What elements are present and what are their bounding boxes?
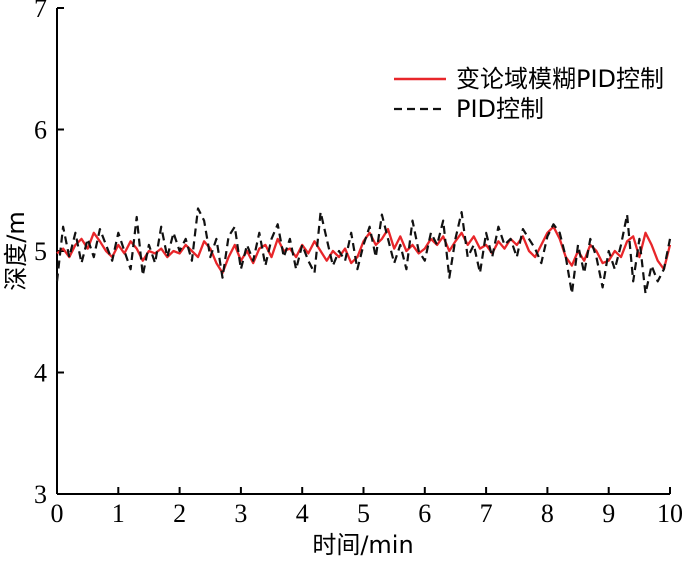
y-axis-ticks: 3 4 5 6 7: [34, 0, 64, 509]
y-tick-label: 4: [34, 359, 47, 388]
x-tick-label: 4: [296, 499, 309, 528]
y-tick-label: 6: [34, 116, 47, 145]
legend-label-series-1: PID控制: [456, 95, 544, 123]
x-tick-label: 0: [51, 499, 64, 528]
x-axis-title: 时间/min: [312, 531, 413, 559]
y-tick-label: 5: [34, 237, 47, 266]
series-line-1: [55, 207, 672, 295]
x-tick-label: 10: [657, 499, 683, 528]
x-tick-label: 8: [541, 499, 554, 528]
y-tick-label: 3: [34, 480, 47, 509]
legend-label-series-0: 变论域模糊PID控制: [456, 65, 664, 93]
series-layer: [55, 207, 672, 295]
x-tick-label: 5: [357, 499, 370, 528]
x-tick-label: 6: [418, 499, 431, 528]
x-tick-label: 2: [173, 499, 186, 528]
x-axis-ticks: 0 1 2 3 4 5 6 7 8 9 10: [51, 487, 683, 528]
legend: 变论域模糊PID控制 PID控制: [394, 65, 664, 123]
x-tick-label: 3: [234, 499, 247, 528]
y-tick-label: 7: [34, 0, 47, 23]
x-tick-label: 7: [480, 499, 493, 528]
y-axis-title: 深度/m: [2, 211, 30, 290]
x-tick-label: 9: [602, 499, 615, 528]
x-tick-label: 1: [112, 499, 125, 528]
series-line-0: [56, 225, 672, 275]
